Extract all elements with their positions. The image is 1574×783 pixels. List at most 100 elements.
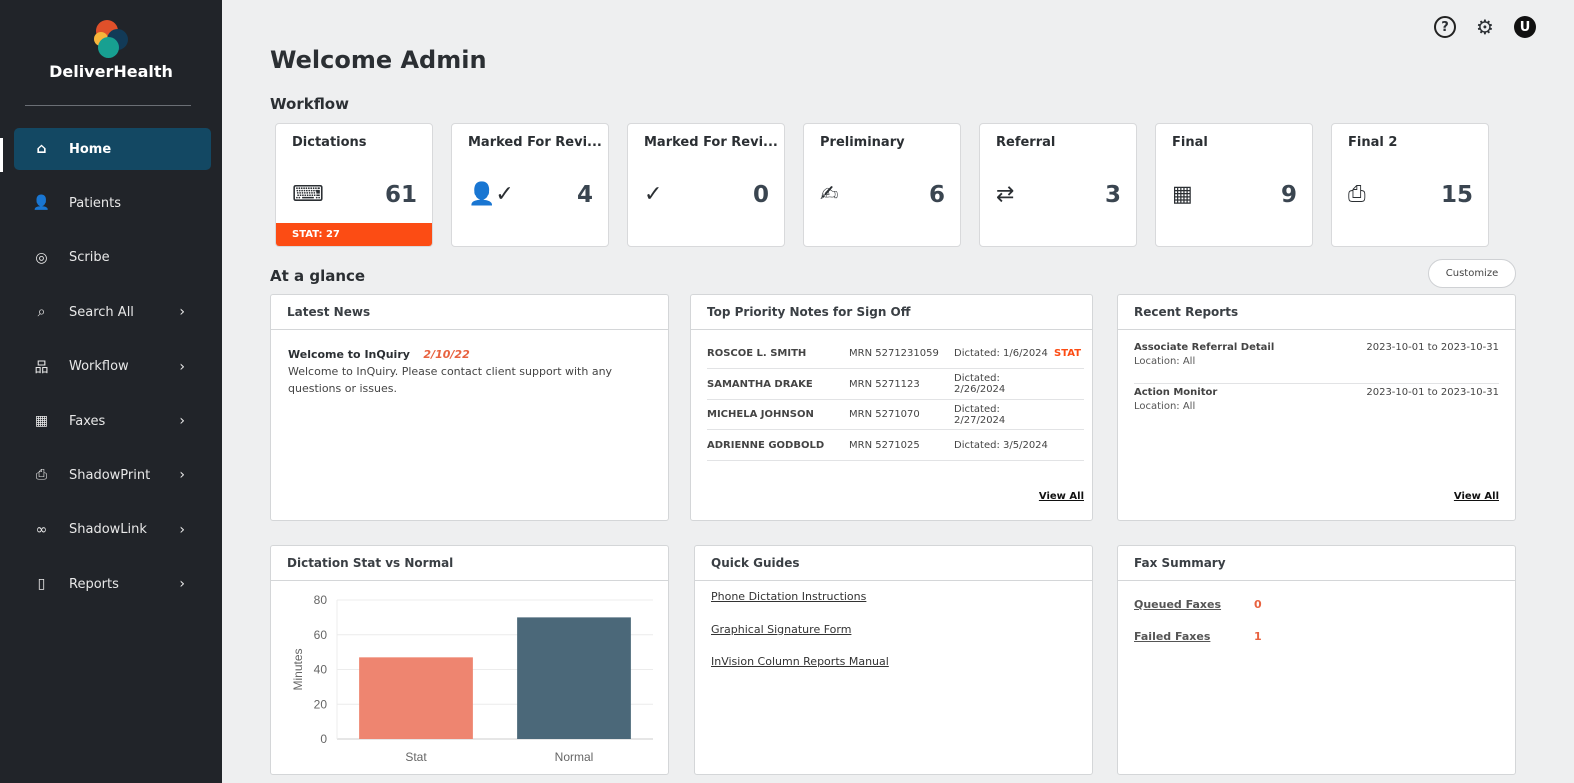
referral-icon: ⇄ xyxy=(996,182,1015,207)
view-all-link[interactable]: View All xyxy=(1038,491,1084,502)
y-tick-label: 0 xyxy=(320,732,327,746)
sidebar-item-label: Scribe xyxy=(69,250,110,266)
bar-normal xyxy=(517,617,631,739)
sidebar-item-label: ShadowLink xyxy=(69,522,147,538)
sidebar-item-scribe[interactable]: ◎ Scribe xyxy=(14,237,211,279)
sidebar-item-workflow[interactable]: 品 Workflow › xyxy=(14,346,211,388)
y-axis-label: Minutes xyxy=(291,648,305,690)
sidebar-item-search-all[interactable]: ⌕ Search All › xyxy=(14,291,211,333)
report-range: 2023-10-01 to 2023-10-31 xyxy=(1366,342,1499,353)
mrn: MRN 5271231059 xyxy=(849,348,939,359)
active-indicator xyxy=(0,138,3,172)
mrn: MRN 5271025 xyxy=(849,439,920,451)
report-item[interactable]: Action Monitor Location: All 2023-10-01 to… xyxy=(1134,386,1499,429)
fax-summary-panel: Fax Summary Queued Faxes 0 Failed Faxes 1 xyxy=(1117,545,1516,775)
card-count: 0 xyxy=(752,182,769,208)
table-row[interactable]: MICHELA JOHNSON MRN 5271070 Dictated: 2/27… xyxy=(707,400,1084,430)
stat-badge[interactable]: STAT: 27 xyxy=(276,223,432,246)
y-tick-label: 40 xyxy=(314,663,328,677)
news-body: Welcome to InQuiry. Please contact clien… xyxy=(288,365,613,395)
report-item[interactable]: Associate Referral Detail Location: All 20… xyxy=(1134,341,1499,384)
double-check-icon: ✓ xyxy=(644,182,663,207)
chevron-right-icon: › xyxy=(179,358,185,375)
table-row[interactable]: SAMANTHA DRAKE MRN 5271123 Dictated: 2/26/… xyxy=(707,370,1084,400)
dictated-date: Dictated: 2/26/2024 xyxy=(954,373,1006,395)
divider xyxy=(25,105,191,106)
panel-title: Dictation Stat vs Normal xyxy=(271,546,668,581)
x-tick-label: Stat xyxy=(405,750,427,764)
bar-stat xyxy=(359,657,473,739)
user-icon: 👤 xyxy=(32,195,51,212)
card-title: Referral xyxy=(996,135,1056,150)
x-tick-label: Normal xyxy=(555,750,594,764)
sidebar-item-shadowprint[interactable]: ⎙ ShadowPrint › xyxy=(14,454,211,496)
sidebar-item-faxes[interactable]: ▦ Faxes › xyxy=(14,400,211,442)
card-title: Preliminary xyxy=(820,135,905,150)
card-title: Final xyxy=(1172,135,1208,150)
bar-chart: 0 20 40 60 80 Stat Normal Minutes xyxy=(291,593,653,764)
guide-link[interactable]: Phone Dictation Instructions xyxy=(711,590,867,603)
dictated-date: Dictated: 3/5/2024 xyxy=(954,439,1048,451)
latest-news-panel: Latest News Welcome to InQuiry 2/10/22 W… xyxy=(270,294,669,521)
workflow-card[interactable]: Marked For Revi... ✓ 0 xyxy=(627,123,785,247)
sidebar-item-label: Home xyxy=(69,141,112,157)
dictated-date: Dictated: 2/27/2024 xyxy=(954,403,1006,426)
avatar[interactable]: U xyxy=(1514,16,1536,38)
table-row[interactable]: ADRIENNE GODBOLD MRN 5271025 Dictated: 3/5… xyxy=(707,431,1084,461)
table-row[interactable]: ROSCOE L. SMITH MRN 5271231059 Dictated: 1… xyxy=(707,339,1084,369)
sidebar-item-reports[interactable]: ▯ Reports › xyxy=(14,563,211,605)
quick-guides-panel: Quick Guides Phone Dictation Instruction… xyxy=(694,545,1093,775)
printer-icon: ⎙ xyxy=(35,467,48,484)
sidebar-item-label: Faxes xyxy=(69,413,106,429)
page-title: Welcome Admin xyxy=(270,46,487,74)
workflow-card[interactable]: Final 2 ⎙ 15 xyxy=(1331,123,1489,247)
report-location: Location: All xyxy=(1134,356,1196,367)
sidebar-item-patients[interactable]: 👤 Patients xyxy=(14,182,211,224)
help-icon[interactable]: ? xyxy=(1434,16,1456,38)
view-all-link[interactable]: View All xyxy=(1453,491,1499,502)
guide-link[interactable]: Graphical Signature Form xyxy=(711,622,852,636)
document-sign-icon: ✍ xyxy=(820,182,839,207)
fax-count: 1 xyxy=(1254,630,1262,643)
chevron-right-icon: › xyxy=(179,467,185,484)
glance-heading: At a glance xyxy=(270,267,366,285)
chevron-right-icon: › xyxy=(179,576,185,593)
mrn: MRN 5271123 xyxy=(849,378,920,390)
card-count: 15 xyxy=(1440,182,1473,208)
news-date: 2/10/22 xyxy=(423,348,470,361)
patient-name: ADRIENNE GODBOLD xyxy=(707,439,825,451)
panel-title: Top Priority Notes for Sign Off xyxy=(691,295,1092,330)
sidebar-item-label: ShadowPrint xyxy=(69,467,151,483)
panel-title: Latest News xyxy=(271,295,668,330)
gear-icon[interactable]: ⚙ xyxy=(1476,15,1494,39)
patient-name: ROSCOE L. SMITH xyxy=(707,348,807,359)
fax-icon: ▦ xyxy=(34,413,49,429)
y-tick-label: 60 xyxy=(314,628,328,642)
recent-reports-panel: Recent Reports Associate Referral Detail… xyxy=(1117,294,1516,521)
sidebar-item-label: Reports xyxy=(69,576,119,592)
sidebar-item-label: Search All xyxy=(69,304,134,320)
dictation-chart-panel: Dictation Stat vs Normal 0 20 40 60 80 Stat No… xyxy=(270,545,669,775)
customize-button[interactable]: Customize xyxy=(1428,259,1516,288)
chevron-right-icon: › xyxy=(179,413,185,429)
sidebar-item-home[interactable]: ⌂ Home xyxy=(14,128,211,170)
sidebar-item-shadowlink[interactable]: ∞ ShadowLink › xyxy=(14,509,211,551)
report-location: Location: All xyxy=(1134,401,1196,412)
fax-link[interactable]: Queued Faxes xyxy=(1134,598,1222,611)
workflow-card[interactable]: Marked For Revi... 👤✓ 4 xyxy=(451,123,609,247)
card-count: 61 xyxy=(384,182,417,208)
card-count: 3 xyxy=(1104,182,1121,208)
workflow-card[interactable]: Referral ⇄ 3 xyxy=(979,123,1137,247)
workflow-card[interactable]: Dictations ⌨ 61 STAT: 27 xyxy=(275,123,433,247)
fax-count: 0 xyxy=(1254,598,1262,611)
header-icons: ? ⚙ U xyxy=(1434,15,1536,39)
workflow-card[interactable]: Final ▦ 9 xyxy=(1155,123,1313,247)
priority-notes-panel: Top Priority Notes for Sign Off ROSCOE L… xyxy=(690,294,1093,521)
stat-flag: STAT xyxy=(1054,348,1082,359)
card-title: Dictations xyxy=(292,135,367,150)
panel-title: Recent Reports xyxy=(1118,295,1515,330)
guide-link[interactable]: InVision Column Reports Manual xyxy=(711,655,889,668)
fax-link[interactable]: Failed Faxes xyxy=(1134,630,1211,643)
workflow-heading: Workflow xyxy=(270,95,349,113)
workflow-card[interactable]: Preliminary ✍ 6 xyxy=(803,123,961,247)
